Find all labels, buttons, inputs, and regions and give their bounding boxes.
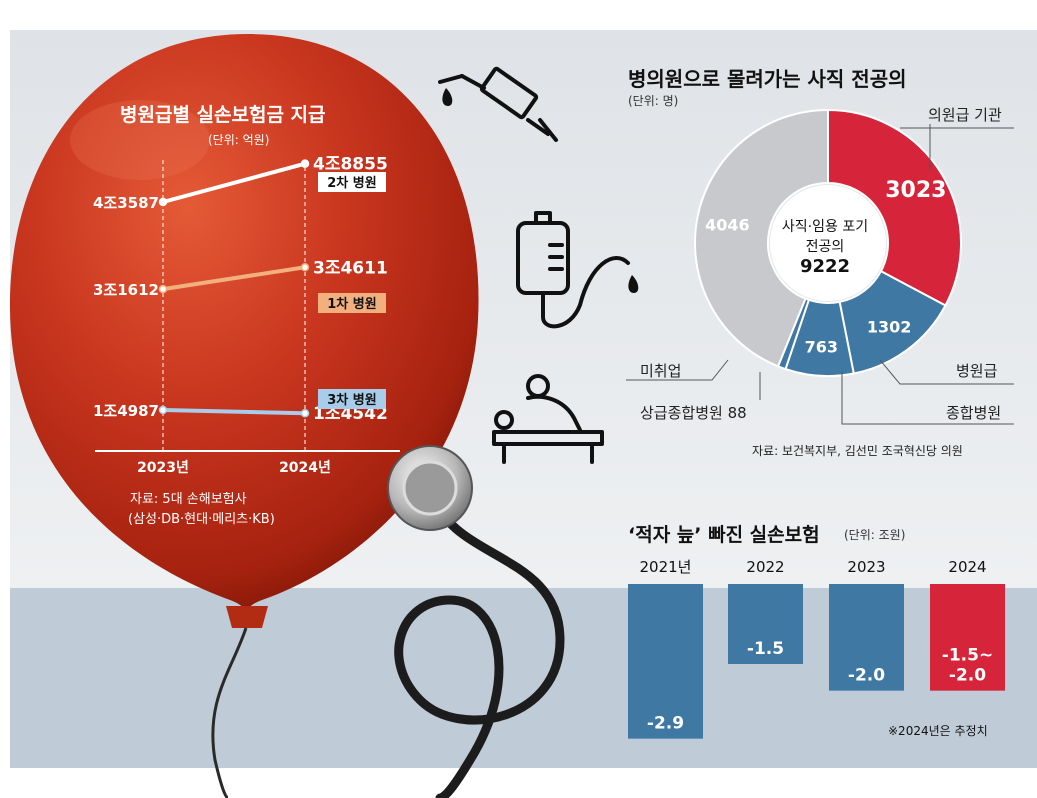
bar-category-label: 2021년: [640, 558, 692, 576]
x-tick-label: 2024년: [279, 460, 331, 476]
data-label: 4조8855: [313, 155, 388, 175]
slice-label-clinic: 의원급 기관: [928, 106, 1002, 124]
series-legend-box: [318, 172, 386, 192]
bar-category-label: 2024: [948, 558, 986, 576]
donut-center-total: 9222: [799, 256, 851, 277]
iv-bag-icon: [516, 211, 639, 329]
series-line: [162, 161, 306, 204]
series-name: 2차 병원: [327, 175, 376, 191]
donut-center-line-2: 전공의: [805, 239, 845, 255]
bar: [930, 584, 1005, 691]
data-point: [300, 159, 310, 168]
bar-title: ‘적자 늪’ 빠진 실손보험: [628, 524, 820, 546]
data-point: [158, 284, 168, 294]
donut-unit: (단위: 명): [628, 94, 679, 108]
leader-line: [841, 372, 1014, 425]
line-chart-source-1: 자료: 5대 손해보험사: [130, 492, 247, 507]
data-point: [300, 263, 310, 272]
slice-label-general: 종합병원: [946, 404, 1002, 422]
donut-slice: [827, 108, 962, 307]
series-line: [162, 265, 306, 292]
balloon-string: [211, 627, 248, 798]
bar-unit: (단위: 조원): [844, 528, 906, 542]
bar-value-label: -1.5~: [942, 646, 993, 666]
leader-line: [626, 359, 729, 381]
syringe-icon: [438, 66, 558, 142]
data-label: 3조1612: [93, 281, 159, 299]
slice-label-unemployed: 미취업: [640, 362, 682, 380]
donut-center-line-1: 사직·임용 포기: [781, 219, 869, 235]
slice-value: 763: [805, 337, 838, 356]
massage-icon: [492, 374, 604, 464]
balloon-knot: [226, 606, 268, 628]
data-point: [158, 197, 168, 207]
line-chart-source-2: (삼성·DB·현대·메리츠·KB): [128, 512, 275, 527]
donut-source: 자료: 보건복지부, 김선민 조국혁신당 의원: [752, 444, 963, 458]
bar-value-label: -2.0: [848, 666, 885, 686]
data-label: 1조4542: [313, 404, 388, 424]
balloon-highlight: [70, 100, 210, 180]
series-legend-box: [318, 389, 386, 409]
slice-label-hospital: 병원급: [956, 362, 998, 380]
series-name: 1차 병원: [327, 296, 376, 312]
series-legend-box: [318, 293, 386, 313]
donut-hole: [770, 185, 886, 301]
bar: [628, 584, 703, 739]
bar-value-label: -2.9: [647, 714, 684, 734]
leader-line: [879, 359, 1014, 385]
stethoscope-tube: [394, 505, 565, 798]
line-chart-title: 병원급별 실손보험금 지급: [120, 104, 326, 126]
bar-value-label: -1.5: [747, 639, 784, 659]
bar-category-label: 2023: [847, 558, 885, 576]
data-label: 4조3587: [93, 194, 159, 212]
data-label: 1조4987: [93, 402, 159, 420]
bar: [728, 584, 803, 664]
bar: [829, 584, 904, 691]
slice-label-tertiary: 상급종합병원 88: [640, 404, 747, 422]
series-name: 3차 병원: [327, 392, 376, 408]
series-line: [162, 408, 306, 416]
slice-value: 4046: [705, 215, 750, 234]
x-tick-label: 2023년: [137, 460, 189, 476]
line-chart-unit: (단위: 억원): [208, 133, 270, 147]
bar-note: ※2024년은 추정치: [888, 724, 988, 738]
bar-category-label: 2022: [746, 558, 784, 576]
donut-title: 병의원으로 몰려가는 사직 전공의: [628, 67, 907, 91]
donut-slice: [694, 108, 829, 368]
slice-value: 1302: [867, 317, 912, 336]
data-label: 3조4611: [313, 258, 388, 278]
data-point: [300, 408, 310, 418]
bar-value-label: -2.0: [949, 666, 986, 686]
data-point: [158, 405, 168, 415]
slice-value: 3023: [885, 178, 946, 203]
